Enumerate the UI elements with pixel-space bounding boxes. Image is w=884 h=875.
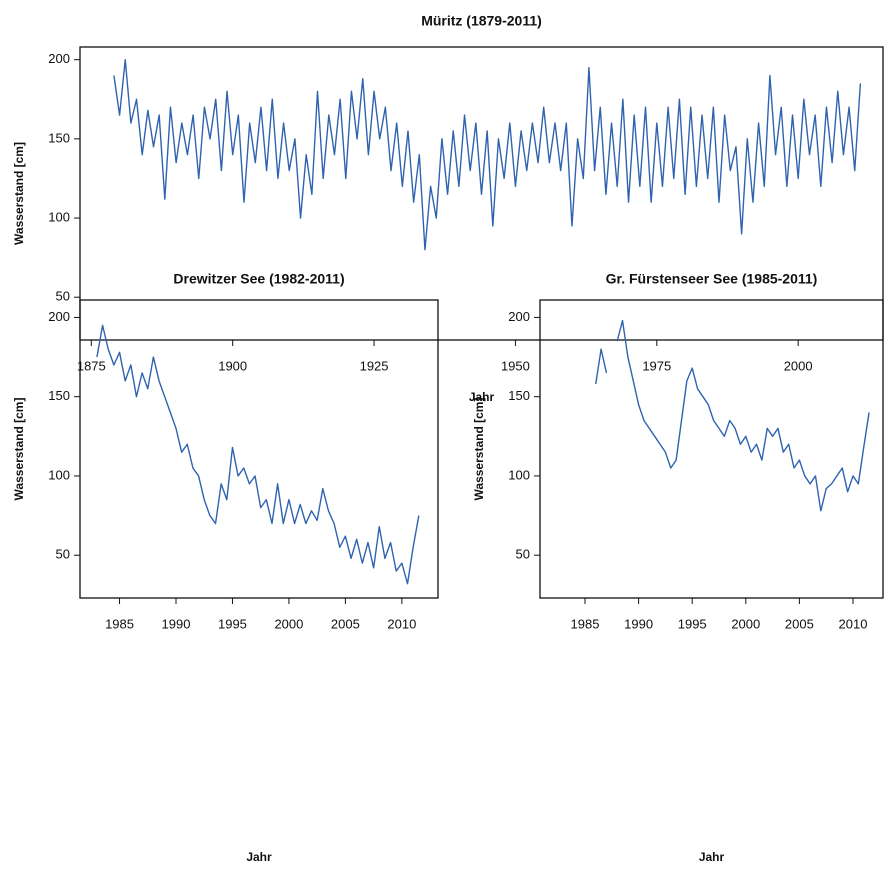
y-axis-label: Wasserstand [cm] xyxy=(12,142,26,245)
x-axis-label: Jahr xyxy=(246,850,272,864)
x-tick-label: 2005 xyxy=(785,616,814,631)
x-tick-label: 2010 xyxy=(387,616,416,631)
x-tick-label: 1875 xyxy=(77,358,106,373)
plot-frame xyxy=(539,299,884,599)
x-tick-label: 1950 xyxy=(501,358,530,373)
y-tick-label: 150 xyxy=(48,388,70,403)
y-tick-label: 200 xyxy=(48,309,70,324)
x-tick-label: 1975 xyxy=(642,358,671,373)
y-tick-label: 50 xyxy=(56,547,70,562)
y-tick-label: 200 xyxy=(508,309,530,324)
x-tick-label: 1995 xyxy=(678,616,707,631)
data-line xyxy=(113,58,862,251)
chart-title: Drewitzer See (1982-2011) xyxy=(173,271,344,287)
x-tick-label: 2005 xyxy=(331,616,360,631)
plot-frame xyxy=(79,299,439,599)
chart-title: Gr. Fürstenseer See (1985-2011) xyxy=(606,271,818,287)
y-axis-label: Wasserstand [cm] xyxy=(12,398,26,501)
y-tick-label: 100 xyxy=(508,467,530,482)
y-tick-label: 100 xyxy=(48,209,70,224)
y-tick-label: 50 xyxy=(516,547,530,562)
y-tick-label: 200 xyxy=(48,51,70,66)
y-tick-label: 50 xyxy=(56,289,70,304)
x-tick-label: 1985 xyxy=(571,616,600,631)
data-line xyxy=(96,324,420,585)
x-axis-label: Jahr xyxy=(699,850,725,864)
x-tick-label: 1995 xyxy=(218,616,247,631)
x-tick-label: 2000 xyxy=(784,358,813,373)
x-tick-label: 2000 xyxy=(731,616,760,631)
x-tick-label: 1985 xyxy=(105,616,134,631)
data-line xyxy=(595,319,870,512)
x-tick-label: 2010 xyxy=(839,616,868,631)
x-tick-label: 1925 xyxy=(360,358,389,373)
chart-title: Müritz (1879-2011) xyxy=(421,13,542,29)
x-tick-label: 1990 xyxy=(624,616,653,631)
plot-frame xyxy=(79,46,884,341)
x-axis-label: Jahr xyxy=(469,390,495,404)
x-tick-label: 1990 xyxy=(162,616,191,631)
y-tick-label: 100 xyxy=(48,467,70,482)
y-tick-label: 150 xyxy=(48,130,70,145)
x-tick-label: 2000 xyxy=(274,616,303,631)
x-tick-label: 1900 xyxy=(218,358,247,373)
y-tick-label: 150 xyxy=(508,388,530,403)
y-axis-label: Wasserstand [cm] xyxy=(472,398,486,501)
